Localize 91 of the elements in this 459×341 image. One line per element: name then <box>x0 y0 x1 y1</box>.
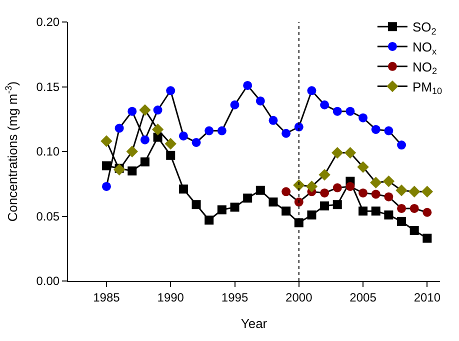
y-tick-label: 0.05 <box>36 209 60 224</box>
point <box>371 190 380 199</box>
point <box>217 126 226 136</box>
legend-label: SO$_{2}$ <box>412 20 436 36</box>
point <box>384 210 394 220</box>
point <box>204 216 214 225</box>
x-tick-label: 2000 <box>286 290 313 304</box>
point <box>294 198 304 207</box>
point <box>230 202 240 212</box>
point <box>282 187 291 196</box>
point <box>192 138 201 147</box>
point <box>397 204 406 213</box>
point <box>256 186 265 195</box>
point <box>230 100 240 110</box>
point <box>307 210 316 220</box>
point <box>140 135 150 144</box>
legend-label: NO$_{2}$ <box>412 59 438 76</box>
y-tick-label: 0.00 <box>36 274 60 288</box>
point <box>422 234 432 243</box>
point <box>140 157 150 166</box>
point <box>126 146 138 158</box>
point <box>346 106 355 116</box>
point <box>344 146 356 159</box>
point <box>371 124 380 134</box>
point <box>332 183 342 192</box>
point <box>153 106 162 115</box>
y-tick-label: 0.20 <box>36 15 60 30</box>
point <box>139 104 151 116</box>
point <box>243 194 252 203</box>
point <box>410 226 419 235</box>
point <box>166 86 176 96</box>
point <box>294 122 304 132</box>
point <box>102 161 111 170</box>
point <box>268 198 278 207</box>
point <box>243 80 252 90</box>
point <box>421 186 434 198</box>
point <box>397 140 406 150</box>
point <box>256 96 265 106</box>
point <box>164 138 176 150</box>
point <box>268 116 278 125</box>
point <box>166 150 176 160</box>
point <box>396 184 408 196</box>
point <box>282 206 291 216</box>
point <box>293 179 305 192</box>
x-tick-label: 1990 <box>157 290 184 304</box>
point <box>307 86 316 96</box>
point <box>320 100 330 110</box>
point <box>152 124 164 136</box>
point <box>357 161 369 173</box>
point <box>358 113 368 122</box>
point <box>100 135 112 147</box>
point <box>422 208 432 217</box>
point <box>332 106 342 116</box>
x-tick-label: 1995 <box>221 290 248 304</box>
point <box>178 131 188 140</box>
point <box>114 124 124 133</box>
x-tick-label: 2005 <box>350 290 377 304</box>
point <box>217 205 226 214</box>
legend-label: PM$_{10}$ <box>412 79 442 96</box>
point <box>370 176 382 188</box>
point <box>382 175 395 188</box>
point <box>410 204 419 213</box>
legend-label: NO$_{x}$ <box>412 40 437 56</box>
point <box>320 201 330 210</box>
point <box>178 184 188 194</box>
point <box>113 164 126 176</box>
point <box>332 146 344 159</box>
point <box>128 166 137 176</box>
point <box>384 126 394 136</box>
x-tick-label: 1985 <box>93 290 120 304</box>
point <box>384 192 394 202</box>
y-tick-label: 0.15 <box>36 80 60 94</box>
point <box>282 128 291 138</box>
point <box>408 186 420 198</box>
point <box>358 188 368 198</box>
point <box>332 200 342 210</box>
y-tick-label: 0.10 <box>36 144 60 159</box>
point <box>320 188 330 198</box>
point <box>371 206 380 216</box>
x-tick-label: 2010 <box>414 290 441 304</box>
point <box>102 182 111 191</box>
point <box>306 180 318 192</box>
point <box>358 206 368 216</box>
point <box>204 126 214 136</box>
point <box>397 216 406 226</box>
x-axis-title: Year <box>240 316 268 331</box>
point <box>128 106 137 116</box>
point <box>318 168 330 181</box>
point <box>346 182 355 191</box>
point <box>294 218 304 228</box>
point <box>192 200 201 210</box>
